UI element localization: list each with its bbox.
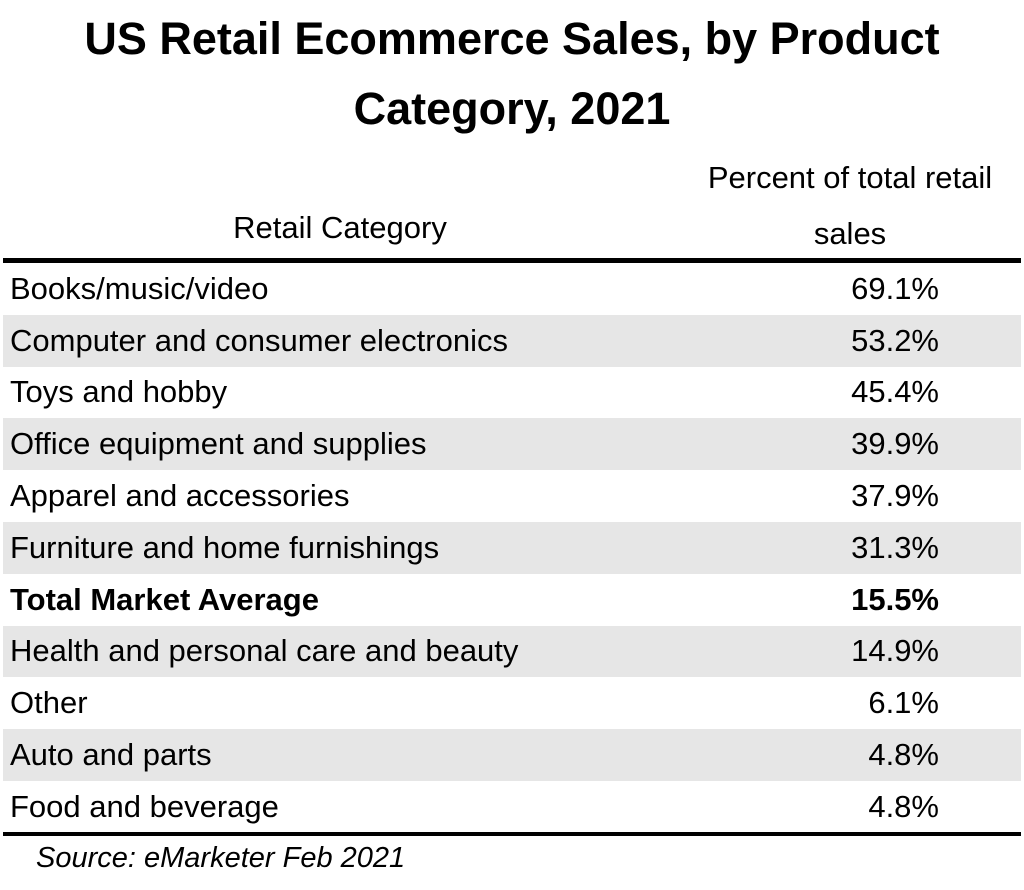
category-cell: Books/music/video [10, 270, 269, 306]
table-row: Office equipment and supplies 39.9% [3, 418, 1021, 471]
bottom-rule [3, 832, 1021, 836]
category-cell: Auto and parts [10, 737, 212, 773]
category-cell: Health and personal care and beauty [10, 633, 519, 669]
percent-cell: 14.9% [851, 633, 939, 669]
category-cell: Computer and consumer electronics [10, 322, 508, 358]
table-row: Toys and hobby 45.4% [3, 367, 1021, 419]
percent-cell: 4.8% [868, 737, 939, 773]
column-header-percent: Percent of total retail sales [707, 160, 993, 251]
category-cell: Total Market Average [10, 581, 319, 617]
percent-cell: 45.4% [851, 374, 939, 410]
category-cell: Office equipment and supplies [10, 426, 427, 462]
table-row-average: Total Market Average 15.5% [3, 574, 1021, 626]
table-row: Computer and consumer electronics 53.2% [3, 314, 1021, 367]
percent-cell: 4.8% [868, 788, 939, 824]
category-cell: Toys and hobby [10, 374, 228, 410]
table-row: Books/music/video 69.1% [3, 263, 1021, 315]
percent-cell: 37.9% [851, 478, 939, 514]
percent-cell: 15.5% [851, 581, 939, 617]
table-row: Furniture and home furnishings 31.3% [3, 521, 1021, 574]
header-rule [3, 258, 1021, 263]
percent-cell: 53.2% [851, 322, 939, 358]
column-header-category: Retail Category [233, 210, 447, 245]
percent-cell: 39.9% [851, 426, 939, 462]
table-title: US Retail Ecommerce Sales, by Product Ca… [84, 13, 940, 134]
category-cell: Furniture and home furnishings [10, 529, 440, 565]
table-row: Food and beverage 4.8% [3, 781, 1021, 833]
percent-cell: 69.1% [851, 270, 939, 306]
category-cell: Food and beverage [10, 788, 279, 824]
category-cell: Apparel and accessories [10, 478, 350, 514]
table-row: Health and personal care and beauty 14.9% [3, 625, 1021, 678]
percent-cell: 6.1% [868, 685, 939, 721]
source-note: Source: eMarketer Feb 2021 [36, 842, 406, 874]
table-row: Auto and parts 4.8% [3, 729, 1021, 781]
percent-cell: 31.3% [851, 529, 939, 565]
table-row: Other 6.1% [3, 677, 1021, 729]
table-row: Apparel and accessories 37.9% [3, 470, 1021, 522]
category-cell: Other [10, 685, 88, 721]
table-body: Books/music/video 69.1% Computer and consu… [3, 263, 1021, 833]
